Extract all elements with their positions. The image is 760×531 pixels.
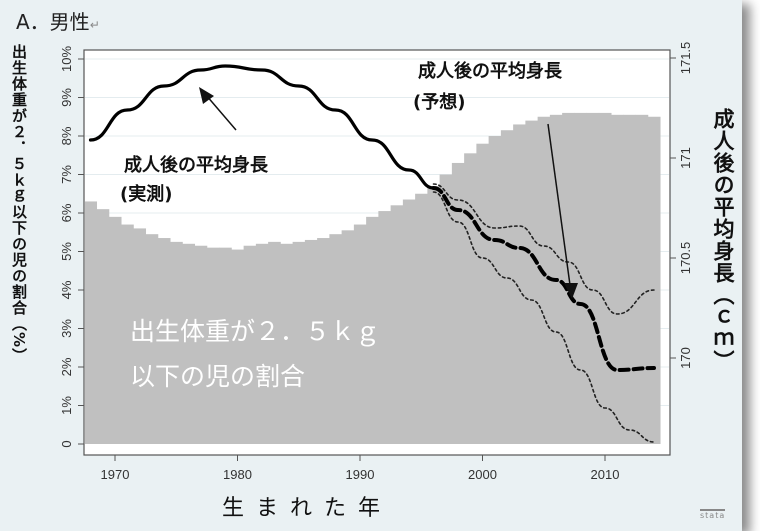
predicted-label-line2: (予想) xyxy=(413,91,465,113)
svg-text:6%: 6% xyxy=(59,203,74,222)
left-axis: 0 1% 2% 3% 4% 5% 6% 7% 8% 9% 10% xyxy=(59,46,84,448)
predicted-arrow xyxy=(547,123,571,286)
svg-text:2000: 2000 xyxy=(468,467,497,482)
svg-text:3%: 3% xyxy=(59,319,74,338)
svg-text:1%: 1% xyxy=(59,396,74,415)
svg-text:0: 0 xyxy=(59,440,74,447)
line-series xyxy=(88,64,656,443)
bar-label-line1: 出生体重が２．５ｋｇ xyxy=(130,317,380,346)
stata-logo: stata xyxy=(700,509,726,520)
svg-text:8%: 8% xyxy=(59,126,74,145)
svg-text:170: 170 xyxy=(678,347,693,369)
measured-arrow xyxy=(205,94,237,131)
right-axis: 170 170.5 171 171.5 xyxy=(670,42,693,369)
left-axis-label: 出生体重が２．５ｋｇ以下の児の割合（%） xyxy=(10,44,28,365)
right-axis-label: 成人後の平均身長（ｃｍ） xyxy=(711,108,735,372)
svg-text:171: 171 xyxy=(678,147,693,169)
svg-text:4%: 4% xyxy=(59,280,74,299)
svg-text:1990: 1990 xyxy=(346,467,375,482)
svg-text:2%: 2% xyxy=(59,357,74,376)
svg-text:9%: 9% xyxy=(59,88,74,107)
svg-text:10%: 10% xyxy=(59,46,74,72)
svg-text:171.5: 171.5 xyxy=(678,42,693,75)
svg-text:7%: 7% xyxy=(59,165,74,184)
svg-text:170.5: 170.5 xyxy=(678,242,693,275)
svg-text:5%: 5% xyxy=(59,242,74,261)
x-axis-label: 生まれた年 xyxy=(222,496,393,521)
predicted-arrow-head-icon xyxy=(564,283,578,299)
bar-series xyxy=(84,112,661,445)
chart-title: A．男性↵ xyxy=(16,10,100,34)
svg-text:1980: 1980 xyxy=(223,467,252,482)
predicted-label-line1: 成人後の平均身長 xyxy=(418,60,563,82)
x-axis: 1970 1980 1990 2000 2010 xyxy=(101,455,620,482)
bar-label-line2: 以下の児の割合 xyxy=(130,362,305,391)
svg-text:1970: 1970 xyxy=(101,467,130,482)
svg-text:2010: 2010 xyxy=(591,467,620,482)
measured-label-line2: (実測) xyxy=(120,183,172,205)
measured-label-line1: 成人後の平均身長 xyxy=(124,154,269,176)
measured-arrow-head-icon xyxy=(199,87,214,104)
